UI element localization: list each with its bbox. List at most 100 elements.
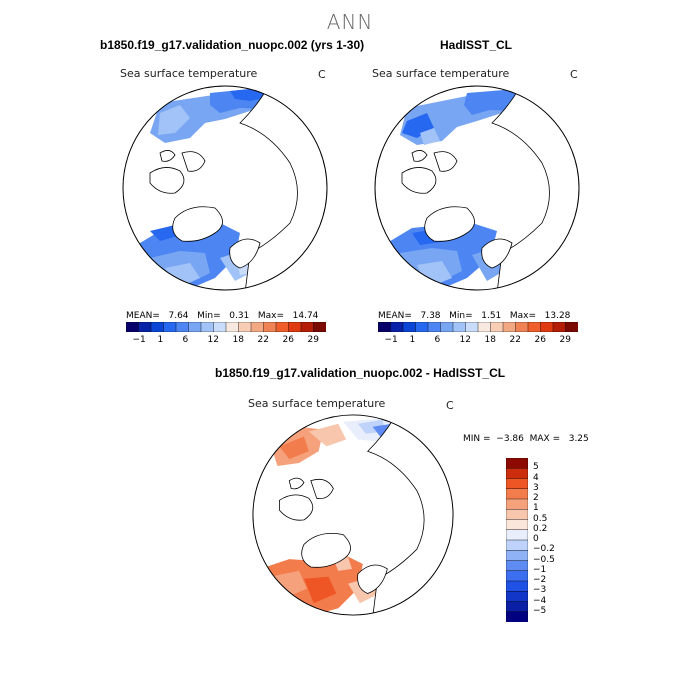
- colorbar-tick-label: 18: [232, 335, 244, 345]
- colorbar-tick-label: −3: [533, 585, 547, 596]
- colorbar-swatch: [502, 322, 517, 332]
- colorbar-swatch: [506, 468, 528, 480]
- colorbar-tick-label: 22: [257, 335, 269, 345]
- colorbar-tick-label: −5: [533, 605, 547, 616]
- colorbar-tick-label: 1: [533, 503, 539, 514]
- colorbar-swatch: [506, 458, 528, 469]
- colorbar-tick-label: 6: [434, 335, 441, 345]
- panel-2-units-label: C: [570, 68, 578, 81]
- colorbar-swatch: [427, 322, 442, 332]
- colorbar-swatch: [477, 322, 492, 332]
- colorbar-tick-label: 0: [533, 534, 539, 544]
- colorbar-swatch: [378, 322, 392, 332]
- panel-1-max-label: Max=: [257, 311, 285, 321]
- colorbar-tick-label: −1: [132, 335, 146, 345]
- colorbar-tick-label: −0.5: [533, 554, 555, 565]
- panel-3-min-value: −3.86: [496, 434, 524, 444]
- colorbar-tick-label: 18: [484, 335, 496, 345]
- panel-1-mean-label: MEAN=: [126, 311, 160, 321]
- colorbar-tick-label: 6: [182, 335, 189, 345]
- panel-1-variable-label: Sea surface temperature: [120, 67, 258, 80]
- colorbar-swatch: [452, 322, 467, 332]
- colorbar-swatch: [506, 560, 528, 572]
- colorbar-swatch: [288, 322, 302, 332]
- colorbar-swatch: [506, 570, 528, 582]
- panel-2-max-label: Max=: [509, 311, 537, 321]
- colorbar-swatch: [402, 322, 417, 332]
- colorbar-swatch: [506, 601, 528, 613]
- panel-3-max-label: MAX =: [529, 434, 561, 444]
- panel-2-mean-label: MEAN=: [378, 311, 412, 321]
- panel-1-polar-map: [122, 85, 328, 291]
- colorbar-swatch: [506, 519, 528, 531]
- panel-1-min-label: Min=: [197, 311, 221, 321]
- colorbar-swatch: [275, 322, 290, 332]
- panel-3-colorbar: [506, 458, 528, 622]
- colorbar-tick-label: 1: [157, 335, 164, 345]
- colorbar-tick-label: 29: [559, 335, 571, 345]
- panel-3-stats: MIN = −3.86 MAX = 3.25: [463, 434, 589, 444]
- colorbar-tick-label: 26: [282, 335, 294, 345]
- panel-2-mean-value: 7.38: [420, 311, 441, 321]
- colorbar-swatch: [150, 322, 165, 332]
- colorbar-swatch: [565, 322, 578, 332]
- colorbar-swatch: [527, 322, 542, 332]
- colorbar-tick-label: 0.5: [533, 513, 548, 524]
- colorbar-swatch: [465, 322, 479, 332]
- colorbar-swatch: [552, 322, 567, 332]
- colorbar-tick-label: −1: [533, 564, 547, 575]
- panel-3-variable-label: Sea surface temperature: [248, 397, 386, 410]
- panel-2-min-label: Min=: [449, 311, 473, 321]
- colorbar-tick-label: 26: [534, 335, 546, 345]
- colorbar-swatch: [138, 322, 152, 332]
- colorbar-tick-label: 22: [509, 335, 521, 345]
- panel-1-stats: MEAN= 7.64 Min= 0.31 Max= 14.74: [126, 311, 318, 321]
- panel-3-min-label: MIN =: [463, 434, 491, 444]
- colorbar-tick-label: −0.2: [533, 544, 555, 555]
- colorbar-swatch: [250, 322, 265, 332]
- colorbar-tick-label: −1: [384, 335, 398, 345]
- colorbar-tick-label: 1: [409, 335, 416, 345]
- colorbar-swatch: [506, 539, 528, 551]
- colorbar-swatch: [213, 322, 227, 332]
- colorbar-tick-label: 0.2: [533, 523, 548, 534]
- colorbar-swatch: [175, 322, 190, 332]
- panel-1-colorbar-labels: −1 1 6 12 18 22 26 29: [126, 335, 326, 347]
- colorbar-swatch: [490, 322, 504, 332]
- colorbar-swatch: [506, 611, 528, 622]
- colorbar-tick-label: −4: [533, 595, 547, 606]
- panel-3-colorbar-labels: 5 4 3 2 1 0.5 0.2 0 −0.2 −0.5 −1 −2 −3 −4 −5: [533, 458, 583, 622]
- panel-2-colorbar-labels: −1 1 6 12 18 22 26 29: [378, 335, 578, 347]
- panel-2-variable-label: Sea surface temperature: [372, 67, 510, 80]
- panel-2-min-value: 1.51: [481, 311, 502, 321]
- colorbar-swatch: [415, 322, 429, 332]
- colorbar-swatch: [440, 322, 454, 332]
- panel-1-min-value: 0.31: [229, 311, 250, 321]
- colorbar-swatch: [506, 509, 528, 521]
- panel-2-max-value: 13.28: [544, 311, 571, 321]
- colorbar-swatch: [263, 322, 277, 332]
- panel-1-title: b1850.f19_g17.validation_nuopc.002 (yrs …: [100, 38, 365, 52]
- panel-1-units-label: C: [318, 68, 326, 81]
- colorbar-swatch: [506, 550, 528, 562]
- colorbar-swatch: [163, 322, 177, 332]
- colorbar-swatch: [300, 322, 315, 332]
- panel-2-title: HadISST_CL: [440, 38, 513, 52]
- panel-3-units-label: C: [446, 399, 454, 412]
- colorbar-tick-label: 4: [533, 472, 539, 483]
- figure-title: ANN: [326, 10, 374, 34]
- colorbar-tick-label: 2: [533, 493, 539, 503]
- colorbar-swatch: [506, 488, 528, 500]
- colorbar-tick-label: 5: [533, 462, 539, 473]
- colorbar-swatch: [506, 498, 528, 510]
- colorbar-tick-label: 12: [459, 335, 471, 345]
- panel-2-polar-map: [374, 85, 580, 291]
- colorbar-swatch: [225, 322, 240, 332]
- colorbar-swatch: [506, 580, 528, 592]
- panel-3-title: b1850.f19_g17.validation_nuopc.002 - Had…: [215, 366, 506, 380]
- colorbar-swatch: [390, 322, 404, 332]
- colorbar-swatch: [313, 322, 326, 332]
- colorbar-swatch: [515, 322, 529, 332]
- panel-1-colorbar: [126, 322, 326, 332]
- colorbar-swatch: [238, 322, 252, 332]
